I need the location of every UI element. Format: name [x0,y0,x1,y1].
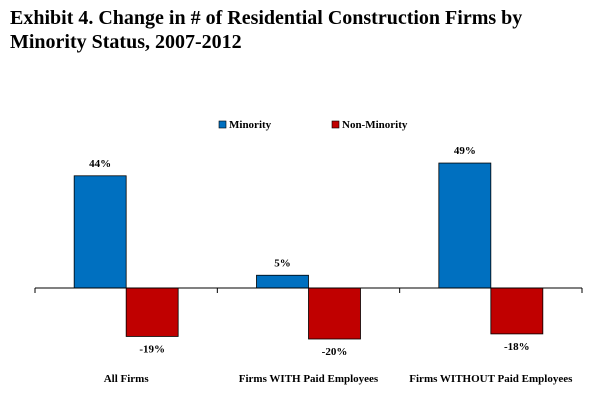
legend: Minority Non-Minority [218,119,408,131]
bars-group [73,162,544,340]
data-label-minority-firms-with-paid-employees: 5% [274,257,291,269]
category-label-firms-without-paid-employees: Firms WITHOUT Paid Employees [409,373,573,385]
chart-title: Exhibit 4. Change in # of Residential Co… [10,7,523,53]
legend-label-non-minority: Non-Minority [342,119,408,131]
data-label-minority-all-firms: 44% [89,158,111,170]
category-label-firms-with-paid-employees: Firms WITH Paid Employees [239,373,379,385]
data-label-non-minority-firms-with-paid-employees: -20% [322,346,348,358]
legend-swatch-non-minority [331,120,340,129]
category-label-all-firms: All Firms [104,373,150,385]
data-label-non-minority-firms-without-paid-employees: -18% [504,341,530,353]
bar-non-minority-firms-without-paid-employees [490,287,544,335]
data-label-minority-firms-without-paid-employees: 49% [454,145,476,157]
x-axis: All Firms Firms WITH Paid Employees Firms … [34,287,583,385]
bar-minority-all-firms [73,175,127,289]
bar-minority-firms-without-paid-employees [438,162,492,289]
bar-minority-firms-with-paid-employees [256,274,309,289]
legend-swatch-minority [218,120,227,129]
bar-non-minority-firms-with-paid-employees [308,287,361,340]
data-label-non-minority-all-firms: -19% [139,343,165,355]
legend-label-minority: Minority [229,119,272,131]
data-labels-group: 44% -19% 5% -20% 49% -18% [89,145,530,358]
bar-non-minority-all-firms [125,287,179,337]
